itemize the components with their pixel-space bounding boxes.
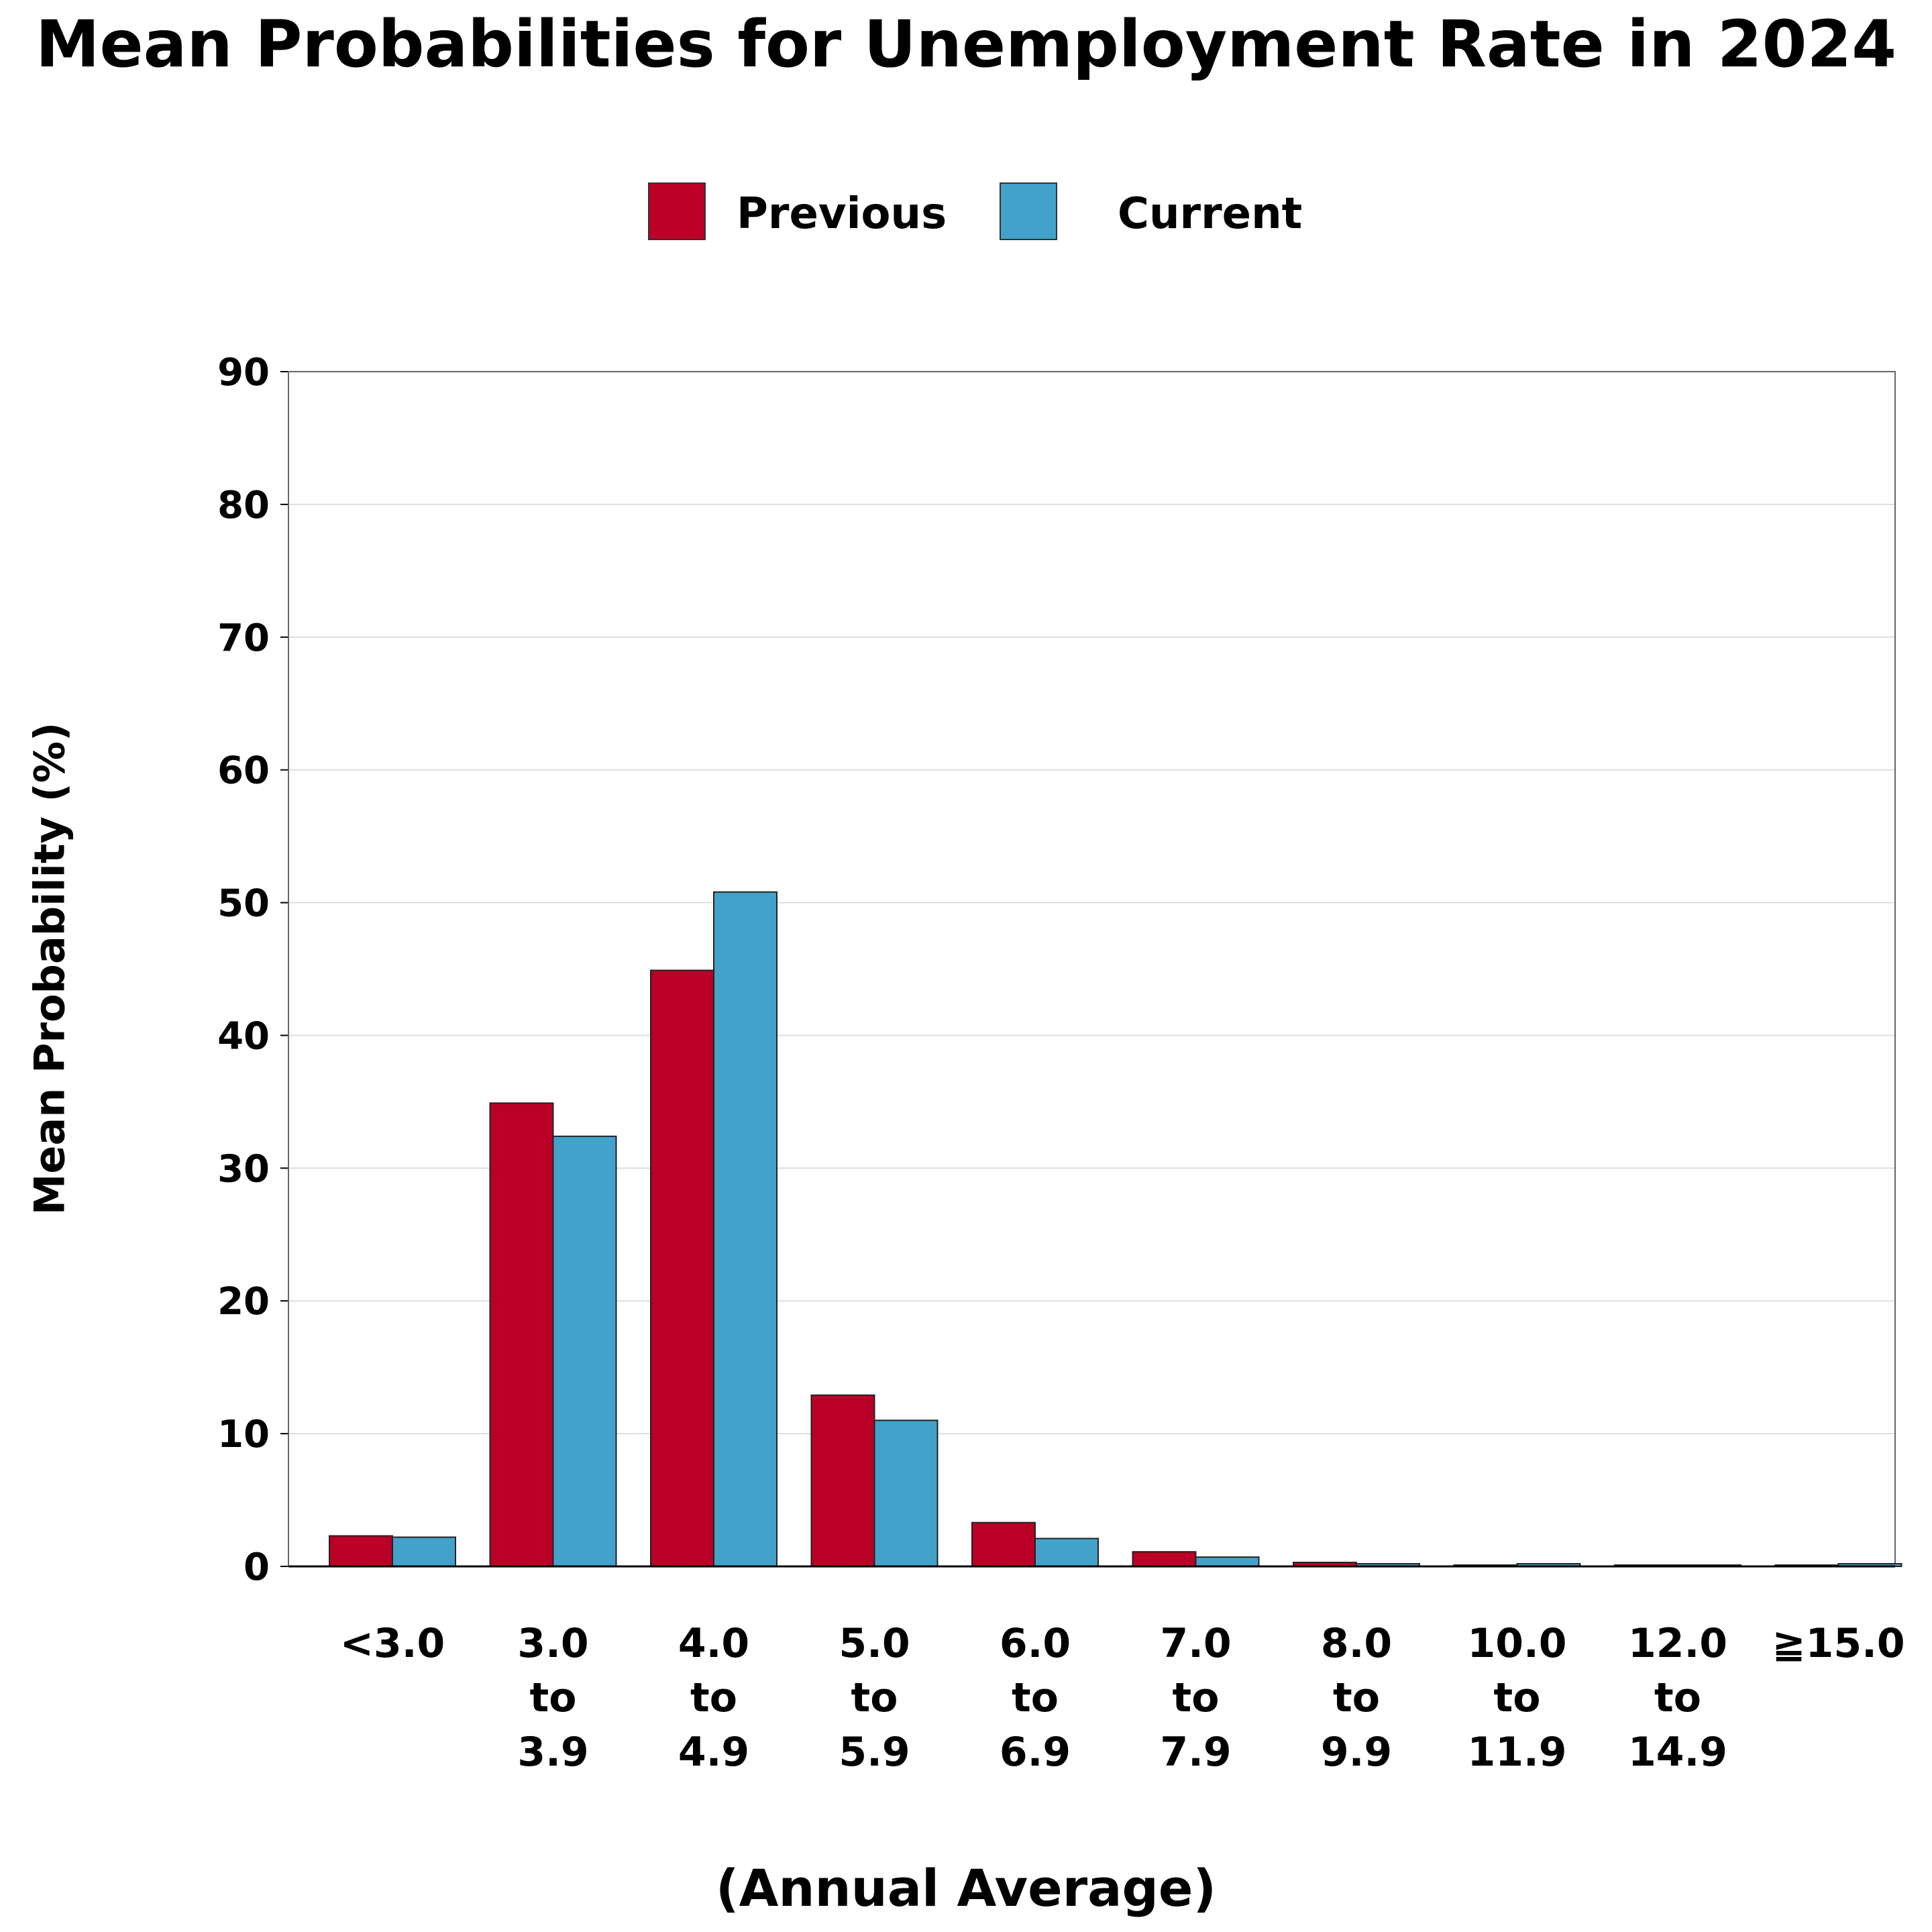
x-tick-label: 6.0 [1000,1620,1071,1667]
x-tick-label: 7.9 [1160,1729,1231,1776]
x-tick-label: to [1012,1674,1059,1721]
y-tick-label: 60 [217,749,270,793]
x-tick-label: 5.0 [839,1620,910,1667]
y-tick-label: 70 [217,616,270,660]
x-tick-label: 3.9 [517,1729,588,1776]
x-tick-label: to [1654,1674,1701,1721]
x-tick-label: 10.0 [1467,1620,1566,1667]
bar-current [1034,1538,1099,1568]
x-tick-label: ≧15.0 [1772,1620,1904,1667]
x-tick-label: 5.9 [839,1729,910,1776]
x-tick-label: 11.9 [1467,1729,1566,1776]
bar-current [713,891,777,1568]
bar-previous [971,1521,1036,1568]
legend-swatch-previous [648,182,706,240]
y-tick-label: 30 [217,1147,270,1191]
chart-title: Mean Probabilities for Unemployment Rate… [35,7,1897,82]
x-tick-label: to [1173,1674,1220,1721]
y-tick-label: 40 [217,1014,270,1058]
y-tick-label: 10 [217,1413,270,1456]
legend-swatch-current [1000,182,1057,240]
x-tick-label: 12.0 [1628,1620,1727,1667]
bar-previous [650,969,714,1567]
bar-current [873,1419,938,1568]
legend-label-current: Current [1118,189,1303,239]
x-tick-label: 7.0 [1160,1620,1231,1667]
x-tick-label: 4.0 [678,1620,749,1667]
bar-previous [1132,1551,1197,1567]
x-axis-label: (Annual Average) [715,1858,1217,1918]
legend-label-previous: Previous [737,189,947,239]
x-tick-label: 6.9 [1000,1729,1071,1776]
x-tick-label: <3.0 [340,1620,445,1667]
x-tick-label: to [851,1674,898,1721]
y-tick-label: 90 [217,351,270,394]
y-tick-label: 0 [244,1546,270,1589]
x-tick-label: to [1333,1674,1380,1721]
bar-current [1195,1556,1260,1567]
x-tick-label: to [1494,1674,1541,1721]
y-tick-label: 20 [217,1280,270,1324]
x-tick-label: 14.9 [1628,1729,1727,1776]
bar-current [552,1135,617,1567]
y-tick-label: 80 [217,484,270,527]
x-tick-label: 8.0 [1321,1620,1392,1667]
x-tick-label: 3.0 [517,1620,588,1667]
x-tick-label: to [690,1674,737,1721]
legend: Previous Current [0,182,1932,241]
bar-previous [329,1535,393,1568]
x-tick-label: 9.9 [1321,1729,1392,1776]
y-tick-label: 50 [217,882,270,926]
bar-previous [489,1102,554,1567]
bar-current [392,1536,456,1567]
x-tick-label: 4.9 [678,1729,749,1776]
x-tick-label: to [530,1674,577,1721]
bar-previous [810,1394,875,1568]
